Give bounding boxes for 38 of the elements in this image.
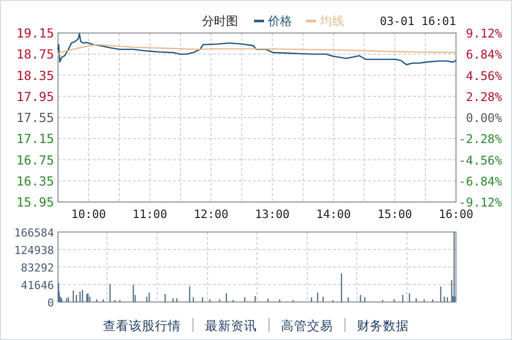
y-tick-label: 19.15 bbox=[16, 26, 54, 40]
y-tick-label: 0 bbox=[47, 296, 54, 310]
y-tick-label: 16.35 bbox=[16, 173, 54, 188]
legend-label: 价格 bbox=[267, 14, 292, 28]
y-tick-label: 17.95 bbox=[16, 88, 54, 104]
text: 查看该股行情 bbox=[103, 318, 181, 333]
y2-tick-label: 2.28% bbox=[466, 90, 503, 104]
y-tick-label: 41646 bbox=[20, 279, 54, 292]
y-tick-label: 15.95 bbox=[16, 194, 54, 210]
y-tick-label: 17.55 bbox=[16, 110, 54, 125]
y-tick-label: 17.15 bbox=[16, 131, 54, 146]
y2-tick-label: 4.56% bbox=[466, 68, 503, 83]
y2-tick-label: 0.00% bbox=[466, 111, 503, 125]
text: 高管交易 bbox=[281, 318, 333, 333]
x-tick-label: 10:00 bbox=[71, 207, 106, 221]
text: 财务数据 bbox=[357, 318, 409, 333]
y-tick-label: 18.75 bbox=[16, 46, 54, 62]
y-tick-label: 16.75 bbox=[16, 152, 54, 168]
y-tick-label: 83292 bbox=[20, 262, 54, 274]
x-tick-label: 13:00 bbox=[254, 207, 290, 221]
x-tick-label: 14:00 bbox=[316, 207, 351, 221]
text: 最新资讯 bbox=[205, 318, 257, 333]
y-tick-label: 166584 bbox=[14, 226, 54, 240]
legend-label: 均线 bbox=[319, 14, 344, 28]
y2-tick-label: -4.56% bbox=[458, 153, 503, 168]
text: 03-01 16:01 bbox=[380, 14, 456, 28]
y-tick-label: 18.35 bbox=[16, 68, 54, 83]
y-tick-label: 124938 bbox=[14, 244, 54, 257]
y2-tick-label: 6.84% bbox=[466, 48, 503, 62]
x-tick-label: 15:00 bbox=[377, 207, 412, 221]
x-tick-label: 16:00 bbox=[438, 207, 474, 221]
y2-tick-label: -2.28% bbox=[458, 132, 503, 146]
y2-tick-label: -9.12% bbox=[458, 196, 503, 210]
y2-tick-label: 9.12% bbox=[466, 26, 503, 40]
x-tick-label: 11:00 bbox=[132, 207, 168, 221]
chart-title: 分时图 bbox=[202, 14, 238, 28]
x-tick-label: 12:00 bbox=[194, 207, 228, 221]
y2-tick-label: -6.84% bbox=[458, 174, 503, 188]
